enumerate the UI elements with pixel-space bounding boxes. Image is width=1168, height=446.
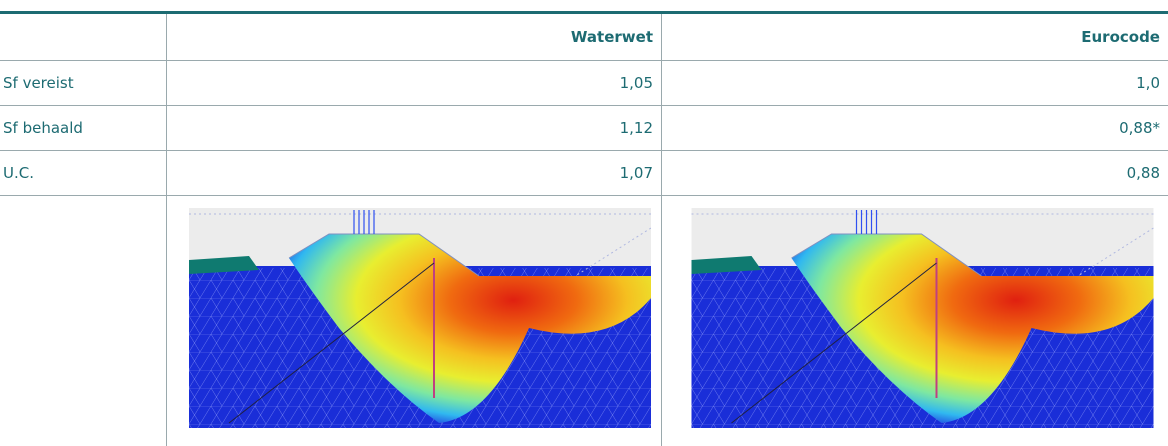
cell: 1,0 bbox=[662, 61, 1168, 106]
cell: 0,88 bbox=[662, 151, 1168, 196]
cell: 1,12 bbox=[167, 106, 662, 151]
fem-plot-waterwet bbox=[189, 208, 651, 428]
cell: 1,07 bbox=[167, 151, 662, 196]
header-cell: Waterwet bbox=[167, 13, 662, 61]
cell: 0,88* bbox=[662, 106, 1168, 151]
header-cell bbox=[0, 13, 167, 61]
row-label: U.C. bbox=[0, 151, 167, 196]
cell bbox=[167, 196, 662, 446]
cell bbox=[662, 196, 1168, 446]
header-row: Waterwet Eurocode bbox=[0, 13, 1168, 61]
cell bbox=[0, 196, 167, 446]
header-cell: Eurocode bbox=[662, 13, 1168, 61]
row-label: Sf vereist bbox=[0, 61, 167, 106]
fem-plot-eurocode bbox=[681, 208, 1164, 428]
row-label: Sf behaald bbox=[0, 106, 167, 151]
image-row bbox=[0, 196, 1168, 446]
cell: 1,05 bbox=[167, 61, 662, 106]
